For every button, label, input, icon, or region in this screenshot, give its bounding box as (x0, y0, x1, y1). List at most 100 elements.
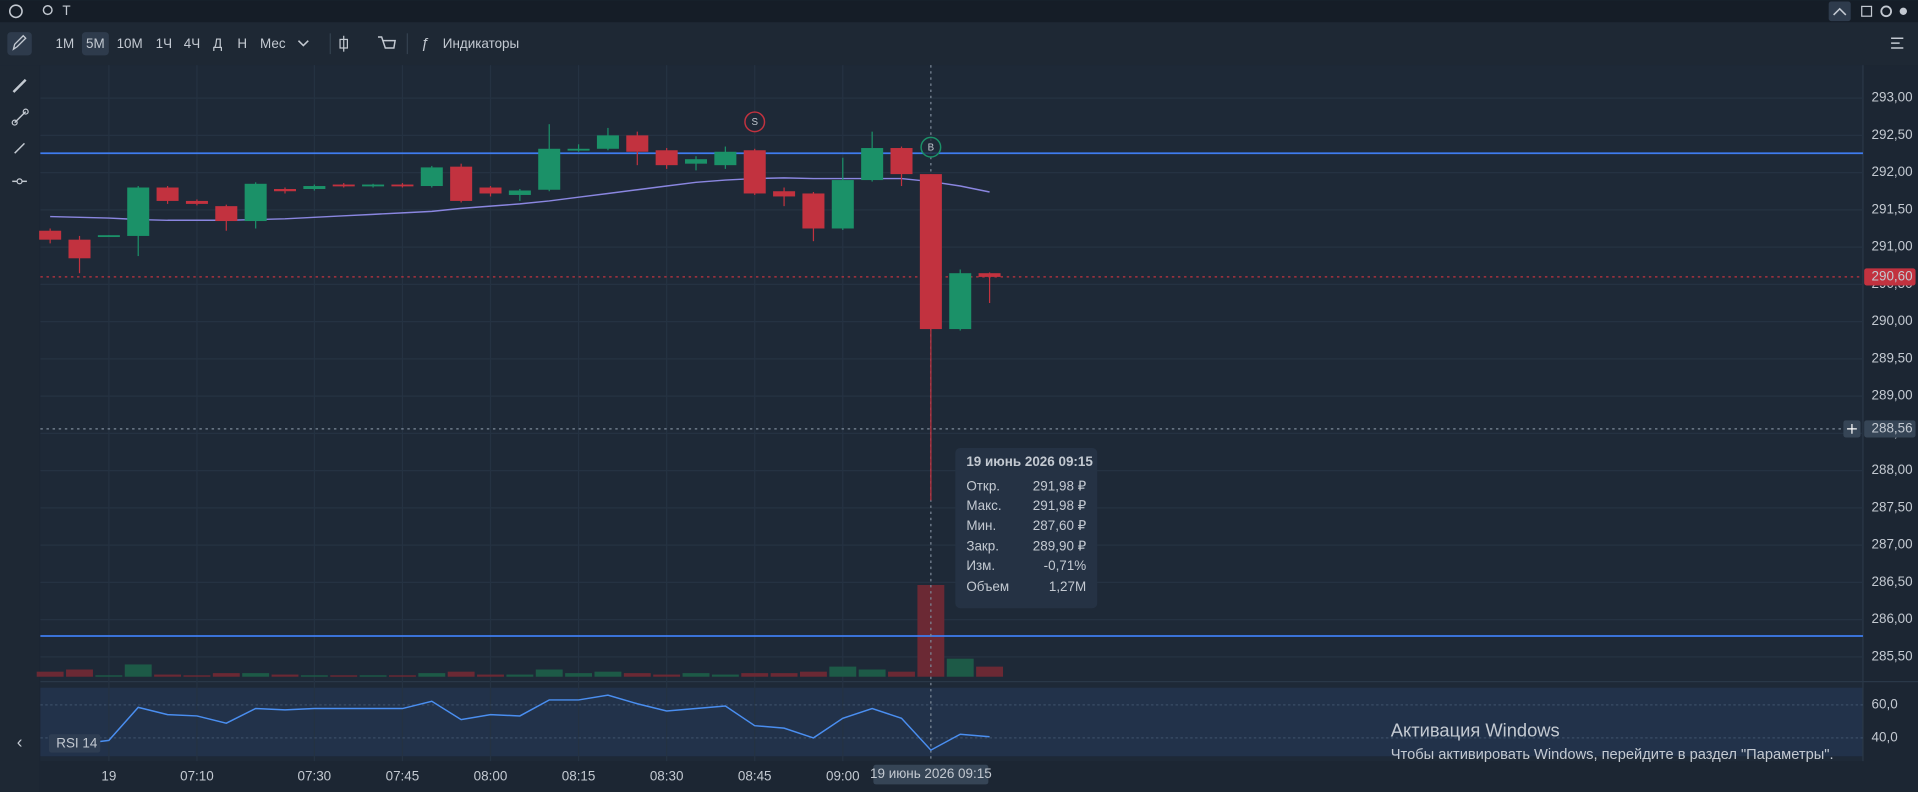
candle-body (685, 159, 708, 164)
window-icon[interactable] (1861, 5, 1873, 17)
menu-icon[interactable] (1899, 7, 1907, 15)
timeframe-button[interactable]: 1Ч (156, 36, 172, 51)
crosshair-time-tag (873, 764, 989, 785)
indicators-button[interactable]: Индикаторы (443, 36, 519, 51)
candle-body (861, 148, 884, 181)
volume-bar (741, 673, 769, 677)
crosshair-time-label: 19 июнь 2026 09:15 (870, 766, 992, 781)
candle-body (391, 184, 414, 187)
y-tick-label: 286,50 (1872, 574, 1913, 589)
volume-bar (95, 675, 123, 677)
candle-body (274, 189, 297, 192)
x-tick-label: 07:30 (298, 769, 332, 784)
settings-icon[interactable] (1880, 5, 1893, 18)
tooltip-label: Макс. (966, 498, 1001, 513)
volume-bar (300, 675, 328, 677)
ruler-tool[interactable] (12, 78, 27, 93)
line-tool-end (11, 119, 18, 126)
collapse-button[interactable] (1828, 1, 1851, 22)
search-text[interactable]: T (62, 3, 70, 18)
pencil-icon (12, 34, 27, 51)
timeframe-button[interactable]: 4Ч (184, 36, 200, 51)
candle-body (156, 187, 179, 201)
volume-bar (154, 674, 182, 677)
tooltip-title: 19 июнь 2026 09:15 (966, 454, 1093, 469)
crosshair-price-tag (1864, 420, 1916, 438)
rsi-label-bg (48, 734, 101, 753)
top-bar (0, 0, 1918, 23)
x-tick-label: 09:00 (826, 769, 860, 784)
tooltip-label: Мин. (966, 518, 996, 533)
volume-bar (124, 664, 152, 677)
volume-bar (212, 673, 240, 677)
x-tick-label: 08:15 (562, 769, 596, 784)
candle-body (215, 206, 238, 222)
volume-bar (888, 671, 915, 677)
signal-marker (920, 136, 942, 158)
tooltip-label: Откр. (966, 479, 1000, 494)
candle-body (127, 187, 150, 236)
y-tick-label: 293,00 (1872, 90, 1913, 105)
signal-marker (744, 111, 766, 133)
hline-tool-dot (16, 178, 23, 185)
volume-bar (858, 669, 886, 677)
candle-body (890, 148, 913, 175)
volume-bar (829, 666, 857, 677)
candle-body (39, 230, 62, 240)
y-tick-label: 289,00 (1872, 388, 1913, 403)
timeframe-button[interactable]: 1M (55, 36, 74, 51)
y-tick-label: 286,00 (1872, 611, 1913, 626)
tooltip-label: Закр. (966, 539, 999, 554)
volume-bar (917, 584, 945, 677)
brush-tool[interactable] (14, 142, 25, 154)
cart-icon[interactable] (377, 36, 396, 49)
candle-body (332, 184, 355, 187)
volume-bar (594, 671, 622, 677)
volume-bar (623, 673, 651, 677)
volume-bar (359, 675, 387, 677)
volume-bar (976, 666, 1004, 677)
volume-bar (477, 674, 504, 677)
candle-body (303, 186, 326, 190)
candle-body (743, 150, 766, 194)
fx-icon[interactable]: ƒ (421, 36, 429, 52)
rsi-tick-label: 60,0 (1872, 696, 1898, 711)
candle-body (244, 183, 267, 222)
timeframe-button[interactable]: 10M (117, 36, 143, 51)
add-level-icon (1847, 424, 1857, 434)
rsi-label: RSI 14 (56, 736, 98, 751)
watermark-title: Активация Windows (1391, 720, 1560, 741)
x-tick-label: 19 (101, 769, 116, 784)
x-tick-label: 07:45 (386, 769, 420, 784)
y-tick-label: 290,00 (1872, 313, 1913, 328)
volume-bar (271, 674, 299, 677)
tooltip-label: Изм. (966, 558, 995, 573)
candle-body (626, 135, 649, 152)
volume-bar (653, 674, 681, 677)
collapse-arrow[interactable]: ‹ (17, 732, 23, 751)
x-tick-label: 08:45 (738, 769, 772, 784)
candle-body (185, 200, 208, 204)
add-icon[interactable] (8, 4, 23, 19)
active-timeframe-bg (81, 32, 109, 56)
timeframe-button[interactable]: Н (237, 36, 247, 51)
volume-bar (388, 675, 416, 677)
volume-bar (946, 658, 974, 677)
volume-bar (799, 671, 827, 677)
watermark-text: Чтобы активировать Windows, перейдите в … (1391, 747, 1834, 763)
more-timeframes[interactable] (297, 40, 309, 47)
chart: 285,50 286,00 286,50 287,00 287,50 288,00 288,… (36, 65, 1916, 785)
y-tick-label: 289,50 (1872, 350, 1913, 365)
volume-bar (535, 669, 563, 677)
search-icon[interactable] (42, 5, 53, 16)
tooltip-value: 1,27M (1049, 579, 1086, 594)
candle-body (97, 235, 120, 238)
timeframe-button[interactable]: 5M (86, 36, 105, 51)
candle-body (802, 193, 825, 229)
panel-toggle-icon[interactable] (1891, 37, 1904, 49)
timeframe-button[interactable]: Мес (260, 36, 286, 51)
candle-body (773, 191, 796, 197)
tooltip-value: 287,60 ₽ (1033, 518, 1086, 533)
timeframe-button[interactable]: Д (213, 36, 222, 51)
